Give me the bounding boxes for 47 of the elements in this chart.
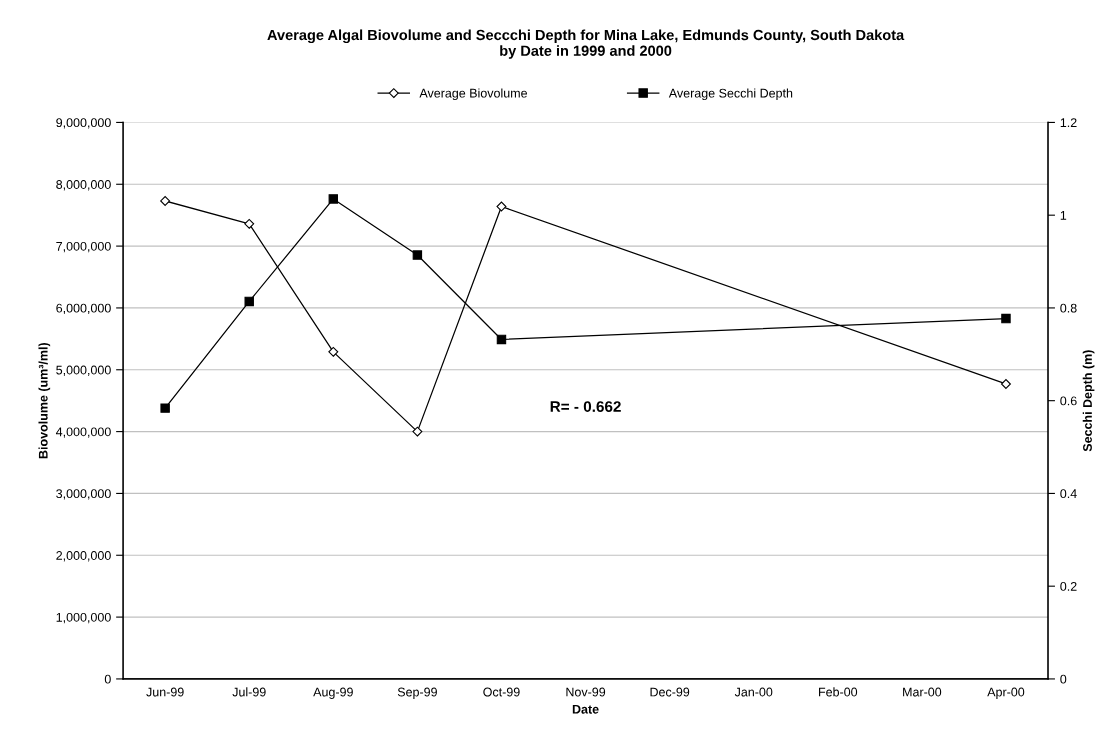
point — [496, 201, 507, 212]
y2-tick-label: 1.2 — [1060, 118, 1077, 127]
chart-title: Average Algal Biovolume and Seccchi Depth for Mina Lake, Edmunds County, South Dakota by Date in 1999 and 2000 — [267, 29, 905, 59]
point — [1000, 379, 1011, 389]
y-tick-label: 7,000,000 — [56, 241, 111, 253]
x-tick-label: Dec-99 — [650, 687, 690, 697]
y-tick-label: 1,000,000 — [56, 612, 111, 624]
y2-tick-label: 0.2 — [1060, 581, 1077, 591]
legend-label: Average Secchi Depth — [668, 88, 793, 101]
y2-tick-label: 0.6 — [1060, 396, 1077, 406]
y-tick-label: 8,000,000 — [56, 180, 111, 191]
point — [244, 296, 254, 307]
y-tick-label: 6,000,000 — [56, 303, 111, 315]
x-tick-label: Jan-00 — [734, 687, 773, 697]
x-tick-label: Jul-99 — [232, 687, 266, 697]
point — [412, 426, 423, 437]
point — [496, 334, 507, 345]
y-tick-label: 2,000,000 — [56, 551, 111, 562]
x-tick-label: Oct-99 — [483, 687, 520, 697]
y-tick-label: 5,000,000 — [56, 365, 111, 376]
point — [244, 218, 255, 229]
y2-tick-label: 1 — [1060, 211, 1067, 220]
legend-label: Average Biovolume — [419, 88, 528, 101]
point — [328, 346, 339, 357]
x-tick-label: Aug-99 — [313, 687, 353, 699]
y-axis-title: Biovolume (um³/ml) — [38, 342, 51, 459]
point — [160, 195, 171, 206]
y-tick-label: 3,000,000 — [56, 489, 111, 500]
x-tick-label: Nov-99 — [566, 687, 606, 697]
y-tick-label: 4,000,000 — [55, 427, 111, 438]
point — [328, 194, 339, 204]
x-tick-label: Feb-00 — [819, 687, 858, 697]
x-tick-label: Mar-00 — [903, 687, 942, 697]
point — [160, 403, 170, 413]
x-tick-label: Apr-00 — [987, 687, 1025, 699]
annotation: R= - 0.662 — [550, 401, 621, 412]
y-tick-label: 0 — [104, 674, 111, 684]
y-tick-label: 9,000,000 — [56, 118, 111, 129]
point — [412, 250, 423, 260]
y2-axis-title: Secchi Depth (m) — [1082, 350, 1095, 452]
y2-tick-label: 0.8 — [1060, 303, 1077, 313]
x-tick-label: Sep-99 — [397, 687, 437, 699]
y2-tick-label: 0.4 — [1060, 489, 1077, 499]
point — [1001, 313, 1011, 324]
y2-tick-label: 0 — [1060, 674, 1067, 684]
x-axis-title: Date — [572, 704, 599, 714]
x-tick-label: Jun-99 — [146, 687, 184, 697]
